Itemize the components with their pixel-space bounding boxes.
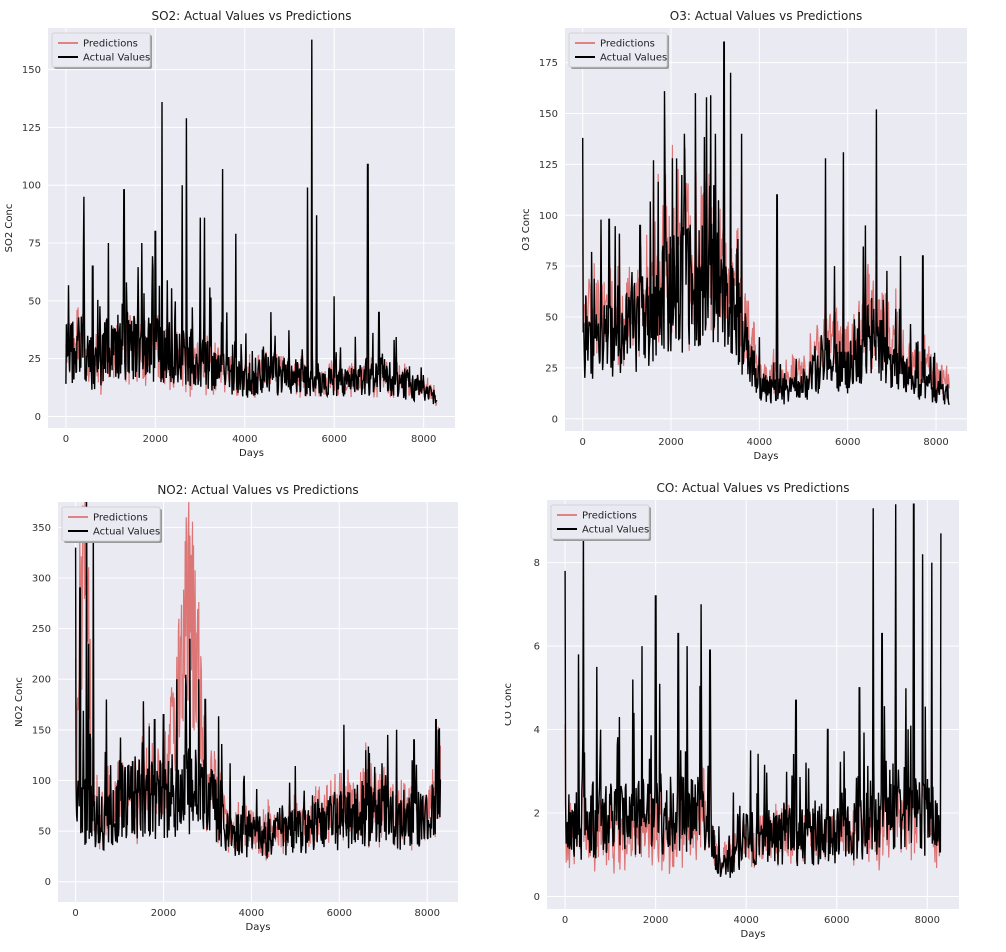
y-tick-label: 2 [534,809,540,820]
legend-predictions-label: Predictions [582,511,637,522]
x-axis-label: Days [754,451,779,462]
legend-actual-label: Actual Values [83,53,150,64]
y-tick-label: 0 [35,412,41,423]
legend-actual-label: Actual Values [600,53,667,64]
chart-svg: 0 2000 4000 6000 8000 0 50 100 150 200 250 300 350 NO… [14,483,458,933]
y-tick-label: 0 [45,877,51,888]
actual-values-series-line [65,39,438,405]
x-tick-label: 8000 [915,915,940,926]
x-tick-label: 2000 [658,437,683,448]
y-axis-label: CO Conc [505,683,514,726]
legend-box [61,506,161,542]
x-tick-label: 0 [72,908,78,919]
chart-title: NO2: Actual Values vs Predictions [157,483,358,497]
y-tick-label: 150 [539,109,558,120]
x-tick-label: 4000 [232,434,257,445]
chart-title: CO: Actual Values vs Predictions [657,481,850,495]
x-tick-label: 4000 [239,908,264,919]
x-axis-label: Days [239,448,264,459]
y-tick-label: 200 [32,675,51,686]
legend-box [550,504,650,540]
y-axis-label: SO2 Conc [4,204,15,253]
y-tick-label: 150 [22,65,41,76]
legend-predictions-label: Predictions [83,39,138,50]
x-tick-label: 0 [579,437,585,448]
chart-panel-3: 0 2000 4000 6000 8000 0 2 4 6 8 CO: Actual Values … [503,480,985,948]
y-tick-label: 150 [32,725,51,736]
predictions-series-line [582,117,950,400]
y-tick-label: 100 [22,181,41,192]
y-tick-label: 75 [545,262,558,273]
chart-title: SO2: Actual Values vs Predictions [151,9,351,23]
chart-svg: 0 2000 4000 6000 8000 0 2 4 6 8 CO: Actual Values … [503,481,959,940]
x-tick-label: 2000 [643,915,668,926]
x-tick-label: 6000 [824,915,849,926]
x-tick-label: 2000 [143,434,168,445]
legend-predictions-label: Predictions [93,513,148,524]
y-tick-label: 300 [32,573,51,584]
x-tick-label: 4000 [747,437,772,448]
actual-values-series-line [564,503,942,878]
x-tick-label: 4000 [733,915,758,926]
legend-box [568,32,668,68]
y-tick-label: 175 [539,58,558,69]
chart-panel-0: 0 2000 4000 6000 8000 0 25 50 75 100 125 150 SO2: Ac… [0,0,470,470]
y-tick-label: 100 [539,211,558,222]
y-tick-label: 8 [534,558,540,569]
x-axis-label: Days [741,929,766,940]
legend-predictions-label: Predictions [600,39,655,50]
x-tick-label: 0 [562,915,568,926]
y-tick-label: 50 [28,296,41,307]
y-tick-label: 75 [28,239,41,250]
y-tick-label: 25 [545,363,558,374]
chart-svg: 0 2000 4000 6000 8000 0 25 50 75 100 125 150 175 O3: … [521,9,967,462]
y-tick-label: 100 [32,776,51,787]
x-tick-label: 8000 [415,908,440,919]
y-tick-label: 250 [32,624,51,635]
y-tick-label: 125 [22,123,41,134]
y-tick-label: 0 [552,414,558,425]
chart-panel-2: 0 2000 4000 6000 8000 0 50 100 150 200 250 300 350 NO… [0,480,470,948]
x-tick-label: 0 [63,434,69,445]
y-tick-label: 350 [32,523,51,534]
y-tick-label: 50 [545,313,558,324]
x-tick-label: 8000 [411,434,436,445]
legend-box [51,32,151,68]
chart-title: O3: Actual Values vs Predictions [670,9,862,23]
chart-panel-1: 0 2000 4000 6000 8000 0 25 50 75 100 125 150 175 O3: … [505,0,985,470]
x-tick-label: 8000 [923,437,948,448]
chart-svg: 0 2000 4000 6000 8000 0 25 50 75 100 125 150 SO2: Ac… [4,9,455,459]
actual-values-series-line [582,41,950,406]
y-tick-label: 50 [38,827,51,838]
x-tick-label: 6000 [835,437,860,448]
x-tick-label: 6000 [322,434,347,445]
x-axis-label: Days [246,922,271,933]
x-tick-label: 2000 [151,908,176,919]
y-axis-label: NO2 Conc [14,677,25,727]
x-tick-label: 6000 [327,908,352,919]
legend-actual-label: Actual Values [582,525,649,536]
y-tick-label: 25 [28,354,41,365]
actual-values-series-line [74,501,442,859]
y-tick-label: 125 [539,160,558,171]
y-tick-label: 6 [534,642,540,653]
legend-actual-label: Actual Values [93,527,160,538]
y-axis-label: O3 Conc [521,208,532,250]
y-tick-label: 4 [534,725,540,736]
y-tick-label: 0 [534,892,540,903]
